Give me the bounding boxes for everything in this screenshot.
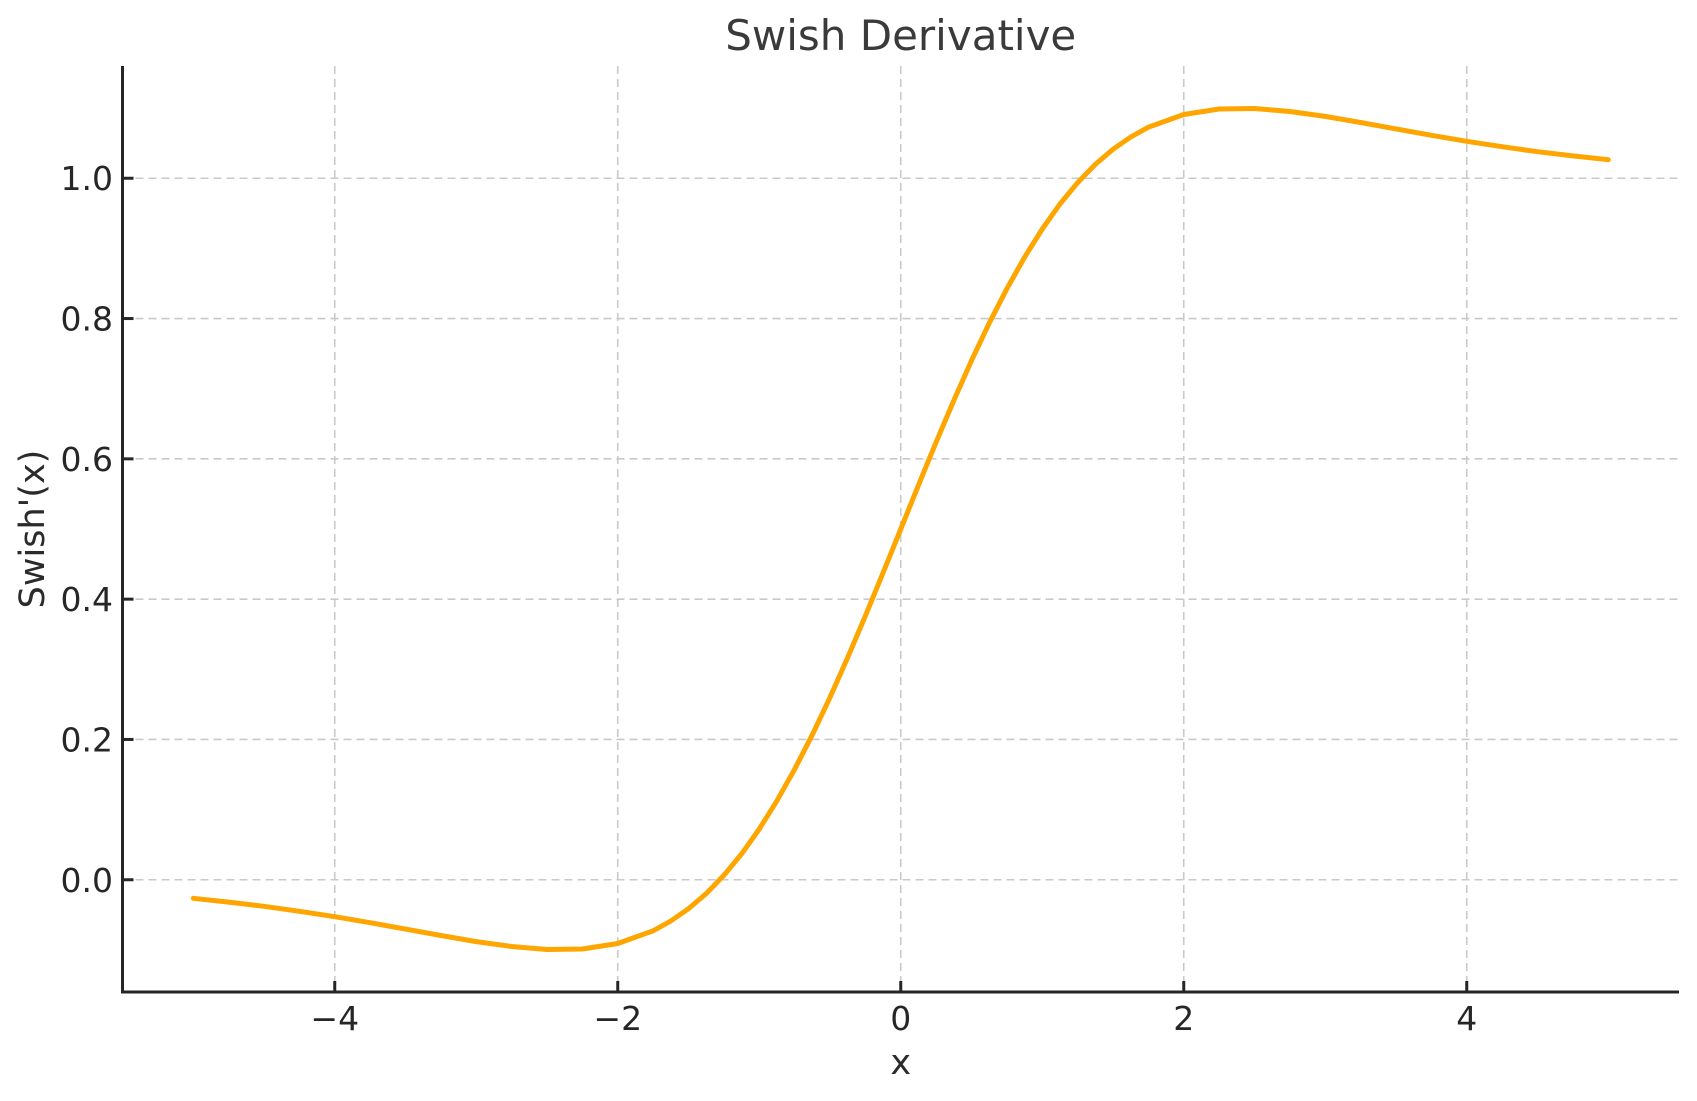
swish-derivative-curve <box>190 106 1611 952</box>
x-tick-label: 0 <box>890 999 911 1038</box>
y-axis-label: Swish'(x) <box>13 450 53 609</box>
y-tick-label: 1.0 <box>61 159 113 198</box>
y-tick-label: 0.8 <box>61 300 113 339</box>
x-tick-label: −2 <box>593 999 642 1038</box>
tick-label-layer: −4 −2 0 2 4 0.0 0.2 0.4 0.6 0.8 1.0 <box>61 159 1478 1038</box>
tick-layer <box>122 176 1469 992</box>
x-tick-label: −4 <box>310 999 359 1038</box>
y-tick-label: 0.0 <box>61 861 113 900</box>
x-tick-label: 4 <box>1456 999 1477 1038</box>
x-tick-label: 2 <box>1173 999 1194 1038</box>
x-axis-label: x <box>890 1043 911 1083</box>
y-tick-label: 0.6 <box>61 440 113 479</box>
y-tick-label: 0.2 <box>61 720 113 759</box>
y-tick-label: 0.4 <box>61 580 113 619</box>
chart-title: Swish Derivative <box>725 11 1076 60</box>
